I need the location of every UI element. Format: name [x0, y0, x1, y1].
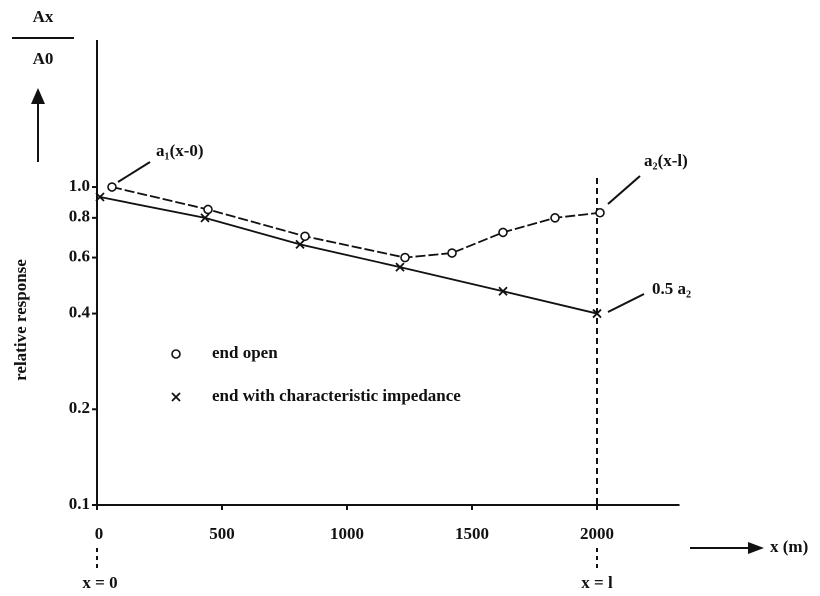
x-tick-label: 0: [95, 524, 104, 543]
ratio-numerator: Ax: [33, 7, 54, 26]
point: [498, 227, 508, 238]
legend-marker: [171, 392, 181, 402]
x-tick-label: 1000: [330, 524, 364, 543]
point: [550, 213, 560, 223]
x-arrow-head: [748, 542, 764, 554]
point: [498, 286, 508, 296]
y-axis-label: relative response: [11, 259, 30, 381]
legend-label: end with characteristic impedance: [212, 386, 461, 405]
legend-label: end open: [212, 343, 278, 362]
point: [400, 252, 410, 263]
leader: [607, 293, 645, 313]
point: [200, 213, 210, 223]
point: [300, 231, 310, 242]
leader: [607, 175, 641, 205]
x-axis-label: x (m): [770, 537, 808, 556]
y-tick-label: 1.0: [69, 176, 90, 195]
y-tick-label: 0.4: [69, 302, 91, 321]
leader: [117, 161, 151, 183]
point: [395, 262, 405, 272]
point: [595, 207, 605, 218]
ratio-denominator: A0: [33, 49, 54, 68]
y-tick-label: 0.2: [69, 398, 90, 417]
y-tick-label: 0.8: [69, 207, 90, 226]
up-arrow-head: [31, 88, 45, 104]
series-line: [99, 196, 598, 315]
series-line: [111, 186, 601, 259]
x-tick-label: 1500: [455, 524, 489, 543]
annotation: a₂(x-l): [644, 151, 688, 170]
x-end-label: x = l: [581, 573, 613, 592]
point: [295, 239, 305, 250]
y-tick-label: 0.1: [69, 494, 90, 513]
point: [447, 248, 457, 258]
legend-marker: [171, 349, 181, 359]
x-start-label: x = 0: [82, 573, 117, 592]
point: [95, 192, 105, 202]
point: [203, 204, 213, 215]
y-tick-label: 0.6: [69, 246, 90, 265]
x-tick-label: 500: [209, 524, 235, 543]
x-tick-label: 2000: [580, 524, 614, 543]
point: [107, 182, 117, 192]
point: [592, 308, 602, 319]
annotation: 0.5 a₂: [652, 279, 691, 298]
annotation: a₁(x-0): [156, 141, 204, 160]
